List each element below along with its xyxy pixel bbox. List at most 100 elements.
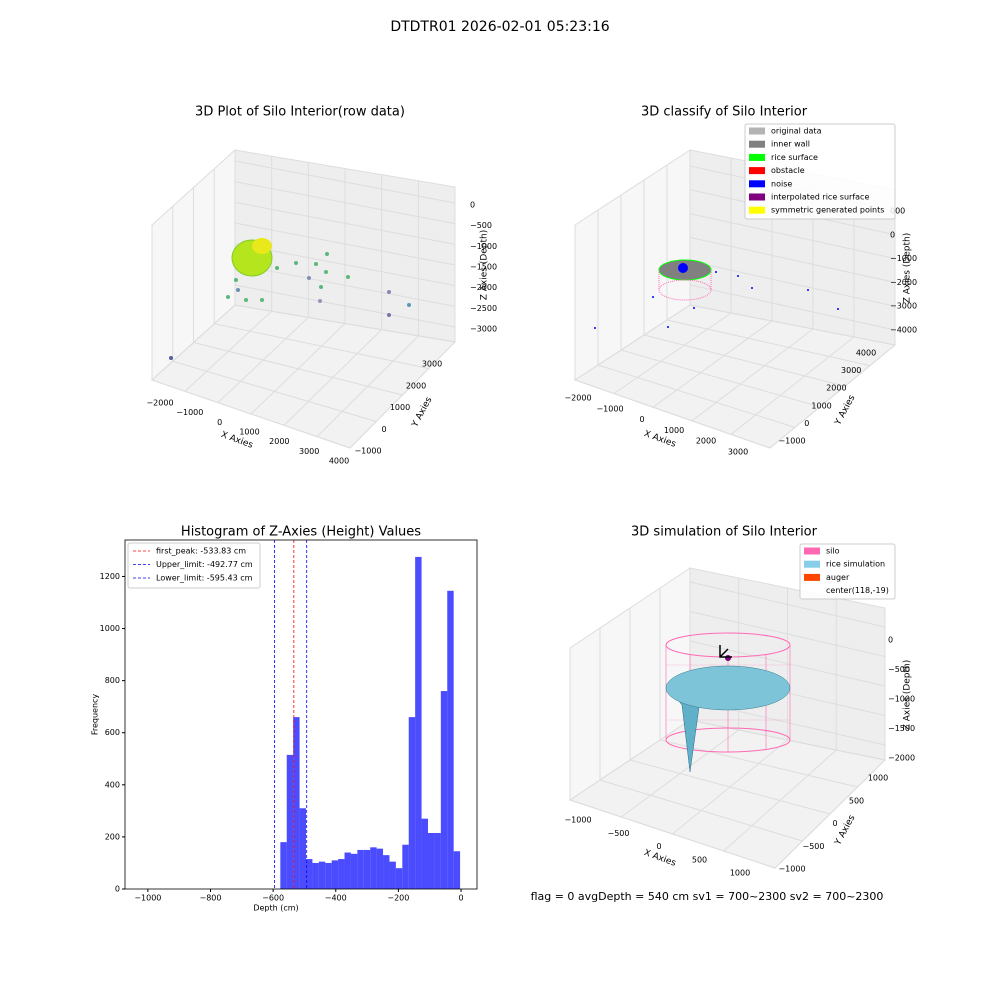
subplot-title: 3D simulation of Silo Interior [631,525,818,540]
subplot-title: 3D classify of Silo Interior [641,105,808,120]
y-tick-label: 200 [105,832,120,841]
y-tick-label: −1000 [778,865,805,874]
x-tick-label: −1000 [596,404,623,413]
bar [370,847,377,889]
bar [453,851,461,889]
bar [395,868,403,889]
y-tick-label: 1000 [811,401,831,410]
silo-ring [658,279,712,301]
x-axis-label: Depth (cm) [253,904,298,913]
grid-line [234,263,456,307]
z-tick-label: −2500 [470,304,497,313]
rice-surface [665,665,791,711]
y-tick-label: 1000 [390,403,410,412]
bar [299,808,307,889]
y-tick-label: 1200 [100,572,120,581]
z-axis-label: Z Axies (Depth) [480,230,490,301]
bar [331,860,339,889]
bar [286,754,294,889]
bar [344,852,351,889]
legend-label: original data [771,127,822,136]
y-tick-label: 400 [105,780,120,789]
grid-line [643,334,846,387]
legend-swatch [804,560,820,568]
x-tick-label: 2000 [696,437,716,446]
legend-swatch [749,206,765,214]
x-tick-label: 0 [217,418,222,427]
grid-line [689,236,896,283]
legend-label: center(118,-19) [826,586,889,595]
legend-label: inner wall [771,140,810,149]
y-tick-label: −1000 [354,447,381,456]
grid-line [151,379,351,449]
legend-label: obstacle [771,166,805,175]
bar [415,556,422,889]
z-tick-label: −500 [888,665,910,674]
bar [383,855,390,889]
z-tick-label: −3000 [470,325,497,334]
figure-title: DTDTR01 2026-02-01 05:23:16 [390,19,609,35]
grid-line [689,611,886,657]
legend-swatch [749,180,765,188]
x-tick-label: 2000 [269,437,289,446]
y-tick-label: −1000 [778,437,805,446]
z-tick-label: −2000 [890,278,917,287]
grid-line [730,336,855,435]
x-tick-label: 4000 [329,457,349,466]
z-axis-label: Z Axies (Depth) [903,233,913,304]
grid-line [620,349,821,408]
y-tick-label: 4000 [856,349,876,358]
bar [280,842,287,889]
grid-line [689,719,886,761]
y-tick-label: 500 [849,796,864,805]
y-tick-label: 0 [832,819,837,828]
bar [325,862,332,889]
grid-line [193,342,403,396]
bar [447,590,454,889]
x-tick-label: −200 [387,894,409,903]
grid-line [629,759,831,815]
y-tick-label: 1000 [100,624,120,633]
z-tick-label: −1000 [888,695,915,704]
legend-swatch [749,193,765,201]
bar [427,833,435,889]
x-tick-label: 0 [656,842,661,851]
x-tick-label: −2000 [564,394,591,403]
x-tick-label: 0 [639,415,644,424]
grid-line [574,379,771,449]
x-tick-label: 3000 [728,448,748,457]
legend-label: Lower_limit: -595.43 cm [156,574,253,583]
subplot-title: 3D Plot of Silo Interior(row data) [195,105,405,120]
x-tick-label: −1000 [176,408,203,417]
grid-line [613,312,732,395]
x-tick-label: −800 [200,894,222,903]
grid-line [689,260,896,307]
z-tick-label: −2000 [888,754,915,763]
legend-label: interpolated rice surface [771,193,869,202]
z-tick-label: 0 [888,636,893,645]
legend-label: noise [771,179,792,188]
decor [169,238,839,773]
x-tick-label: −2000 [146,399,173,408]
y-tick-label: 0 [381,425,386,434]
grid-line [691,328,814,422]
bar [318,861,326,889]
y-tick-label: 0 [804,419,809,428]
legend-swatch [804,573,820,581]
bar [363,849,371,889]
plot-frame [124,539,478,890]
legend-label: auger [826,573,850,582]
grid-line [574,304,691,381]
center [725,655,731,661]
subplot-title: Histogram of Z-Axies (Height) Values [181,525,421,540]
z-tick-label: −3000 [890,302,917,311]
grid-line [599,779,803,842]
grid-line [234,284,456,328]
legend-swatch [749,140,765,148]
x-tick-label: 1000 [730,869,750,878]
bar [338,859,345,889]
bar [293,717,300,889]
grid-line [234,222,456,266]
legend-label: Upper_limit: -492.77 cm [156,560,253,569]
noise [594,271,839,329]
